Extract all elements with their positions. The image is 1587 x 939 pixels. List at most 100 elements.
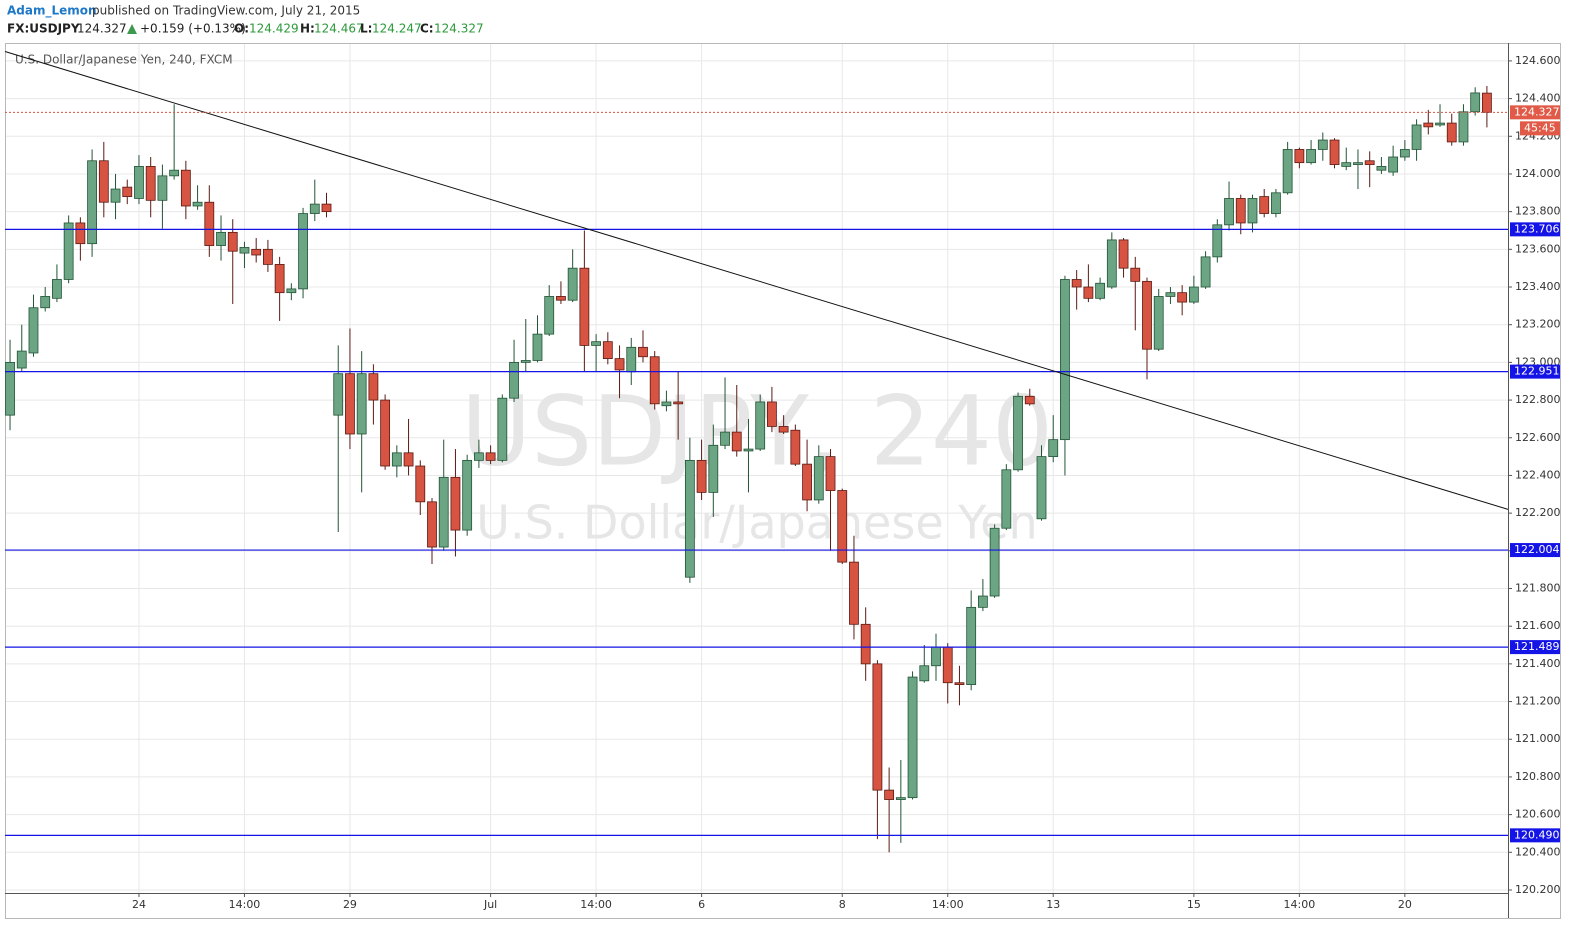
ohlc-value: 124.429 — [249, 22, 299, 36]
level-label-bg — [1510, 543, 1560, 558]
ohlc-key: O: — [234, 22, 249, 36]
candle-body — [333, 373, 344, 416]
y-tick-label: 121.400 — [1515, 657, 1561, 670]
candle-body — [1482, 92, 1492, 113]
candle-body — [509, 361, 519, 399]
candle-body — [462, 459, 473, 531]
candle-body — [872, 663, 883, 791]
x-tick-label: Jul — [483, 898, 497, 911]
candle-body — [673, 401, 684, 405]
x-tick-label: 20 — [1398, 898, 1412, 911]
ohlc-key: C: — [420, 22, 434, 36]
candle-body — [157, 175, 168, 201]
candle-body — [1247, 198, 1258, 224]
candle-body — [743, 448, 754, 452]
candle-body — [1165, 292, 1176, 297]
candle-body — [790, 429, 801, 465]
candle-body — [1095, 282, 1106, 299]
candle-body — [28, 307, 39, 354]
candle-body — [1071, 279, 1082, 288]
x-tick-label: 14:00 — [932, 898, 964, 911]
candle-body — [1013, 395, 1023, 471]
candle-body — [497, 397, 508, 461]
candle-body — [544, 296, 555, 335]
candle-body — [1001, 469, 1012, 529]
candle-body — [813, 456, 824, 501]
candle-body — [556, 296, 566, 301]
change: +0.159 (+0.13%) — [140, 22, 246, 36]
candle-body — [966, 606, 977, 685]
candle-body — [1142, 280, 1152, 350]
candle-body — [1388, 156, 1399, 173]
x-tick-label: 14:00 — [229, 898, 261, 911]
candle-body — [1341, 162, 1352, 167]
grid-layer — [5, 43, 1508, 893]
y-tick-label: 120.600 — [1515, 808, 1561, 821]
x-tick-label: 14:00 — [1284, 898, 1316, 911]
candle-body — [1271, 192, 1281, 214]
candle-body — [63, 222, 74, 280]
x-tick-label: 13 — [1046, 898, 1060, 911]
trend-line — [4, 51, 1509, 510]
candle-body — [860, 623, 871, 665]
candle-body — [403, 452, 414, 467]
candle-body — [216, 231, 226, 246]
candle-body — [427, 501, 437, 548]
candle-body — [473, 452, 484, 461]
author[interactable]: Adam_Lemon — [7, 4, 97, 19]
candle-body — [122, 186, 133, 197]
y-tick-label: 120.400 — [1515, 845, 1561, 858]
y-tick-label: 124.000 — [1515, 167, 1561, 180]
x-tick-label: 29 — [343, 898, 357, 911]
y-tick-label: 124.600 — [1515, 54, 1561, 67]
legend: U.S. Dollar/Japanese Yen, 240, FXCM — [15, 53, 233, 67]
candle-body — [204, 201, 215, 246]
ohlc-value: 124.247 — [372, 22, 422, 36]
candle-body — [802, 463, 812, 501]
candle-body — [263, 248, 273, 265]
candle-body — [825, 456, 836, 491]
candle-body — [919, 665, 930, 682]
candle-body — [579, 267, 590, 346]
candle-body — [1329, 139, 1340, 165]
candle-body — [239, 247, 250, 254]
candle-body — [52, 279, 62, 299]
y-tick-label: 123.800 — [1515, 205, 1561, 218]
candle-body — [298, 213, 308, 290]
candle-body — [1048, 439, 1059, 458]
y-tick-label: 121.000 — [1515, 732, 1561, 745]
candle-body — [567, 267, 578, 301]
candle-body — [192, 201, 203, 207]
y-tick-label: 120.200 — [1515, 883, 1561, 896]
y-tick-label: 122.600 — [1515, 431, 1561, 444]
candle-body — [1353, 162, 1363, 165]
x-tick-label: 8 — [839, 898, 846, 911]
candle-body — [1235, 198, 1246, 224]
candle-body — [1470, 92, 1481, 113]
candle-body — [391, 452, 402, 467]
candle-body — [134, 166, 144, 199]
candle-body — [731, 431, 742, 452]
candle-body — [1188, 286, 1199, 303]
candle-body — [1200, 256, 1211, 288]
candle-body — [227, 231, 238, 252]
last-price-label: 124.327 — [1514, 105, 1560, 118]
candle-body — [708, 444, 719, 493]
y-tick-label: 123.600 — [1515, 242, 1561, 255]
y-tick-label: 121.600 — [1515, 619, 1561, 632]
candle-body — [649, 356, 660, 405]
y-tick-label: 123.200 — [1515, 318, 1561, 331]
candle-body — [251, 248, 262, 256]
candle-body — [380, 399, 391, 467]
candle-body — [1153, 296, 1164, 350]
ohlc-value: 124.467 — [314, 22, 364, 36]
candle-body — [1376, 166, 1387, 171]
candle-body — [415, 465, 426, 503]
candle-body — [1036, 456, 1047, 520]
x-tick-label: 15 — [1187, 898, 1201, 911]
candle-body — [837, 490, 848, 563]
level-label-bg — [1510, 222, 1560, 237]
